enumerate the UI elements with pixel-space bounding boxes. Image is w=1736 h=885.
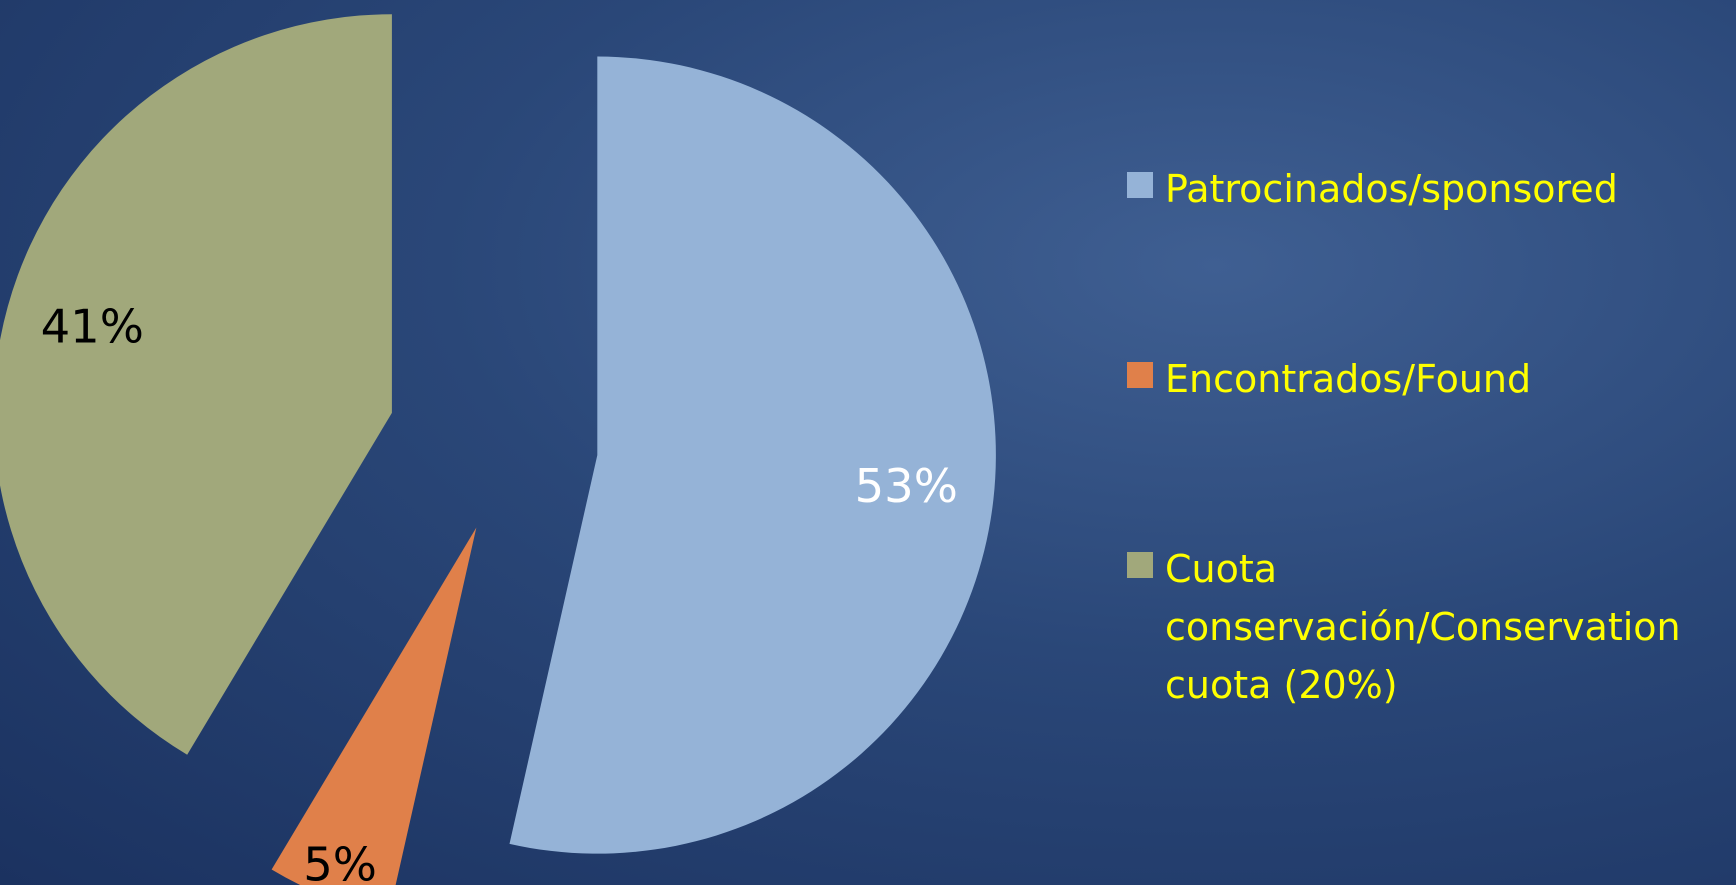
pie-slice	[509, 56, 996, 854]
legend-item: Patrocinados/sponsored	[1127, 160, 1725, 218]
pie-slice	[0, 14, 392, 755]
pie-slice	[271, 527, 477, 885]
legend-swatch	[1127, 362, 1153, 388]
legend-label: Encontrados/Found	[1165, 357, 1532, 401]
data-label: 5%	[303, 837, 377, 885]
legend-swatch	[1127, 552, 1153, 578]
legend-swatch	[1127, 172, 1153, 198]
legend-item: Encontrados/Found	[1127, 350, 1725, 408]
data-label: 53%	[855, 459, 958, 513]
data-label: 41%	[41, 299, 144, 353]
legend-item: Cuota conservación/Conservation cuota (2…	[1127, 540, 1725, 714]
legend-label: Patrocinados/sponsored	[1165, 167, 1618, 211]
legend-label: Cuota conservación/Conservation cuota (2…	[1165, 547, 1681, 707]
